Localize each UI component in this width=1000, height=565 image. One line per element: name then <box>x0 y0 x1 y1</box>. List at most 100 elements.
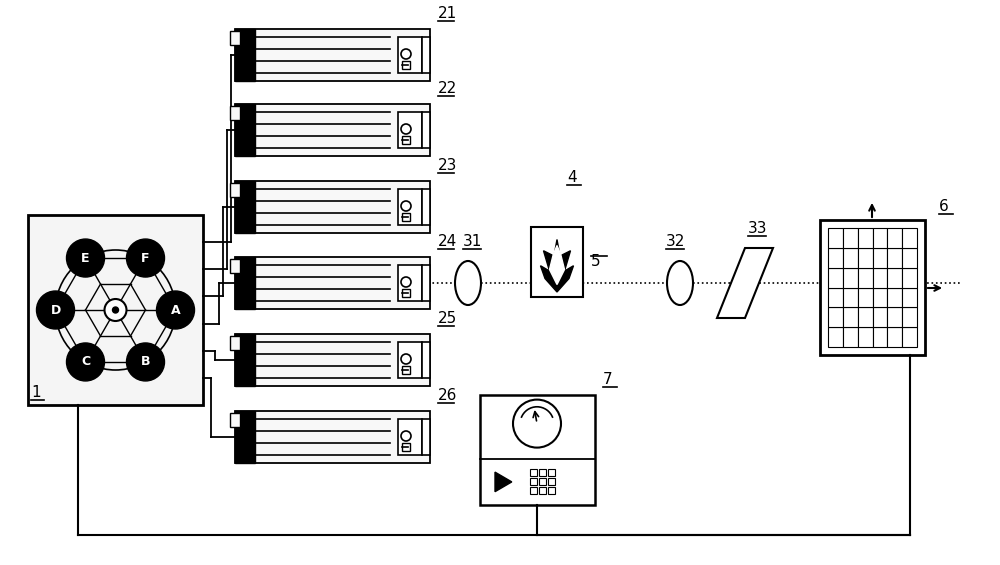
Text: 5: 5 <box>591 254 601 270</box>
Text: 32: 32 <box>666 234 685 249</box>
Circle shape <box>401 49 411 59</box>
Bar <box>230 413 240 427</box>
Bar <box>235 104 255 156</box>
Bar <box>28 215 203 405</box>
Bar <box>858 307 872 327</box>
Text: A: A <box>171 303 180 316</box>
Bar <box>402 61 410 69</box>
Polygon shape <box>717 248 773 318</box>
Bar <box>828 307 843 327</box>
Bar <box>548 479 555 485</box>
Circle shape <box>104 299 126 321</box>
Text: 22: 22 <box>438 81 457 96</box>
Text: 25: 25 <box>438 311 457 326</box>
Bar <box>858 288 872 307</box>
Bar <box>230 106 240 120</box>
Bar <box>843 268 858 288</box>
Bar <box>230 336 240 350</box>
Bar <box>422 419 430 455</box>
Text: 4: 4 <box>567 170 577 185</box>
Bar <box>422 265 430 301</box>
Bar <box>235 29 430 81</box>
Bar <box>422 342 430 378</box>
Polygon shape <box>495 472 512 492</box>
Bar <box>422 37 430 73</box>
Bar <box>858 228 872 248</box>
Bar <box>235 411 255 463</box>
Bar <box>531 227 583 297</box>
Circle shape <box>112 307 119 313</box>
Bar <box>402 443 410 451</box>
Bar <box>858 248 872 268</box>
Bar <box>872 248 887 268</box>
Bar <box>872 268 887 288</box>
Bar <box>887 327 902 347</box>
Text: 6: 6 <box>939 199 949 214</box>
Bar <box>872 327 887 347</box>
Bar <box>548 488 555 494</box>
Text: C: C <box>81 355 90 368</box>
Circle shape <box>513 399 561 447</box>
Bar <box>843 248 858 268</box>
Bar <box>887 268 902 288</box>
Bar <box>887 228 902 248</box>
Bar <box>230 259 240 273</box>
Text: B: B <box>141 355 150 368</box>
Text: 23: 23 <box>438 158 457 173</box>
Circle shape <box>401 201 411 211</box>
Circle shape <box>401 277 411 287</box>
Polygon shape <box>550 246 564 285</box>
Bar <box>235 181 430 233</box>
Bar <box>902 248 917 268</box>
Bar <box>828 288 843 307</box>
Circle shape <box>66 343 104 381</box>
Ellipse shape <box>667 261 693 305</box>
Bar <box>828 248 843 268</box>
Bar <box>539 470 546 476</box>
Bar <box>402 289 410 297</box>
Bar <box>902 288 917 307</box>
Bar <box>235 257 255 309</box>
Bar <box>402 136 410 144</box>
Circle shape <box>126 343 164 381</box>
Bar <box>422 189 430 225</box>
Bar <box>872 307 887 327</box>
Text: F: F <box>141 251 150 264</box>
Bar <box>402 213 410 221</box>
Bar <box>843 327 858 347</box>
Bar <box>902 228 917 248</box>
Bar <box>828 228 843 248</box>
Polygon shape <box>540 240 574 292</box>
Bar <box>235 104 430 156</box>
Text: E: E <box>81 251 90 264</box>
Bar <box>230 183 240 197</box>
Text: 21: 21 <box>438 6 457 21</box>
Bar <box>858 327 872 347</box>
Ellipse shape <box>455 261 481 305</box>
Text: 1: 1 <box>31 385 41 400</box>
Circle shape <box>36 291 74 329</box>
Bar <box>230 31 240 45</box>
Bar <box>422 112 430 148</box>
Circle shape <box>401 124 411 134</box>
Bar <box>902 268 917 288</box>
Bar <box>828 268 843 288</box>
Bar <box>398 37 422 73</box>
Bar <box>887 307 902 327</box>
Circle shape <box>126 239 164 277</box>
Bar <box>398 419 422 455</box>
Text: 33: 33 <box>748 221 768 236</box>
Circle shape <box>156 291 194 329</box>
Bar <box>398 189 422 225</box>
Text: 31: 31 <box>463 234 482 249</box>
Circle shape <box>401 354 411 364</box>
Bar <box>843 228 858 248</box>
Bar <box>902 307 917 327</box>
Bar <box>539 479 546 485</box>
Bar <box>858 268 872 288</box>
Bar <box>530 470 537 476</box>
Text: 24: 24 <box>438 234 457 249</box>
Bar <box>530 479 537 485</box>
Bar <box>820 220 925 355</box>
Bar <box>887 248 902 268</box>
